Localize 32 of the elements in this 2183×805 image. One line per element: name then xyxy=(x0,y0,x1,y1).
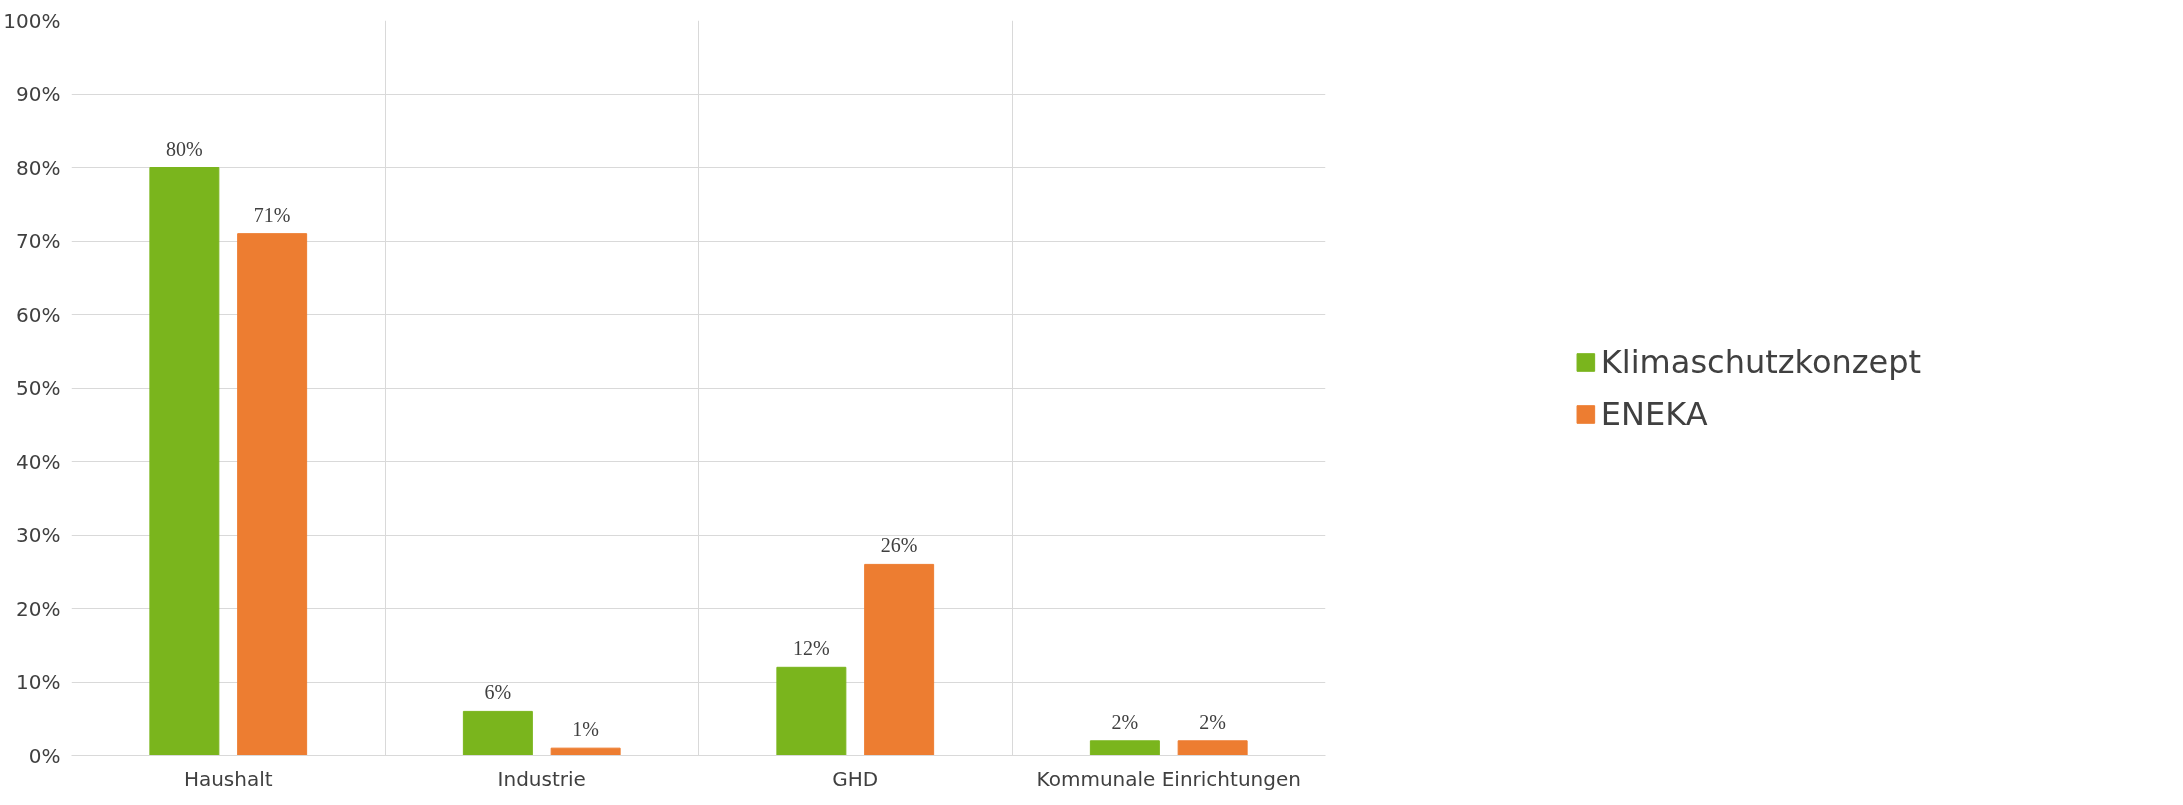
data-label: 80% xyxy=(166,137,203,160)
x-tick-label: Kommunale Einrichtungen xyxy=(1036,766,1301,791)
x-tick-label: GHD xyxy=(832,766,879,791)
y-tick-label: 90% xyxy=(16,82,61,106)
data-label: 71% xyxy=(253,203,291,226)
bar xyxy=(237,233,308,756)
bar xyxy=(462,710,533,756)
y-tick-label: 60% xyxy=(16,302,61,327)
bar xyxy=(1177,740,1248,756)
y-tick-label: 80% xyxy=(16,155,61,180)
y-tick-label: 70% xyxy=(16,229,61,253)
y-tick-label: 20% xyxy=(16,596,61,621)
data-label: 26% xyxy=(880,534,918,557)
y-tick-label: 40% xyxy=(16,449,61,474)
y-tick-label: 10% xyxy=(16,670,61,694)
x-tick-label: Industrie xyxy=(497,766,586,791)
data-label: 2% xyxy=(1199,710,1226,733)
data-label: 2% xyxy=(1111,710,1139,733)
legend-label: Klimaschutzkonzept xyxy=(1600,342,1922,381)
bar xyxy=(149,167,220,756)
bar xyxy=(1089,740,1160,756)
data-label: 12% xyxy=(793,637,830,660)
legend-label: ENEKA xyxy=(1600,394,1708,433)
x-tick-label: Haushalt xyxy=(183,766,273,791)
data-label: 6% xyxy=(484,681,512,704)
bar xyxy=(864,563,935,756)
y-tick-label: 0% xyxy=(28,743,61,768)
y-tick-label: 100% xyxy=(3,8,61,33)
y-tick-label: 50% xyxy=(16,376,61,400)
bar xyxy=(776,666,847,756)
data-label: 1% xyxy=(572,718,599,741)
y-tick-label: 30% xyxy=(16,523,61,547)
